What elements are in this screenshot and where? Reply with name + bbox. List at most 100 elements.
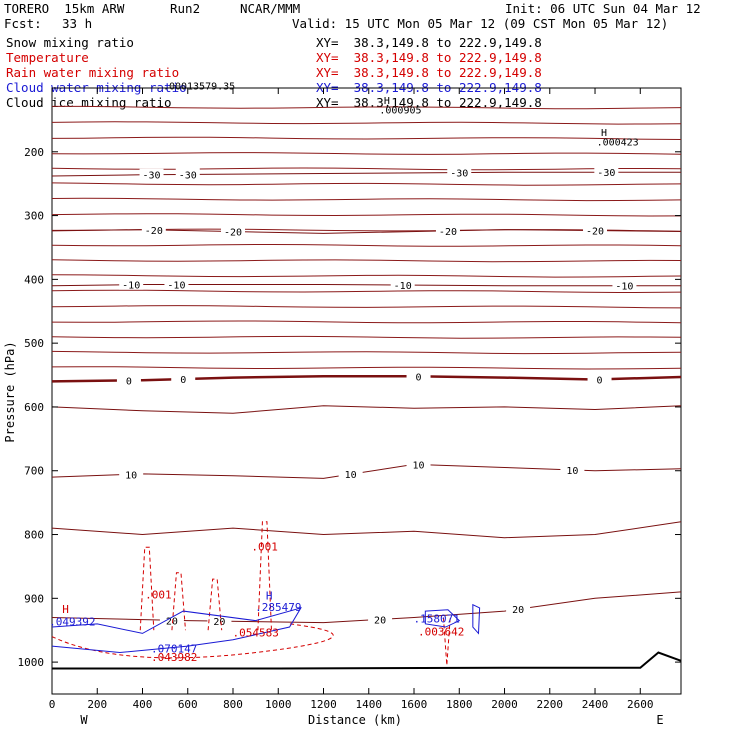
isotherm-label: -30 (143, 171, 161, 182)
cloud-water-high-marker: H (266, 590, 273, 603)
isotherm-label-bg (406, 458, 431, 470)
isotherm-line (51, 463, 682, 479)
x-tick-label: 1400 (356, 698, 383, 711)
snow-label: .000905 (379, 106, 421, 117)
y-tick-label: 1000 (18, 656, 45, 669)
isotherm-label-bg (435, 224, 460, 236)
isotherm-label: 10 (125, 470, 137, 481)
cloud-water-label: .158071 (413, 613, 459, 626)
isotherm-label-bg (560, 463, 585, 475)
isotherm-label-bg (116, 374, 141, 386)
org-label: NCAR/MMM (240, 1, 301, 16)
isotherm-label: -10 (167, 280, 185, 291)
isotherm-label-bg (119, 468, 144, 480)
isotherm-label: -20 (145, 226, 163, 237)
theta-isoline (51, 366, 682, 370)
field-label: Snow mixing ratio (6, 35, 134, 50)
model-title: TORERO 15km ARW (4, 1, 125, 16)
y-tick-label: 700 (24, 465, 44, 478)
theta-isoline (51, 289, 682, 294)
isotherm-line (51, 375, 682, 383)
rain-isoline (139, 546, 155, 631)
isotherm-label-bg (594, 166, 619, 178)
rain-high-marker: H (62, 603, 69, 616)
cloud-water-isoline (424, 609, 461, 628)
isotherm-label: 0 (180, 375, 186, 386)
y-tick-label: 500 (24, 337, 44, 350)
isotherm-label-bg (119, 278, 144, 290)
rain-label: .043982 (151, 651, 197, 664)
isotherm-line (51, 171, 681, 177)
x-tick-label: 2400 (582, 698, 609, 711)
theta-isoline (51, 152, 682, 155)
theta-isoline (51, 274, 682, 278)
isotherm-label-bg (175, 168, 200, 180)
x-tick-label: 1000 (265, 698, 292, 711)
isotherm-label: -20 (439, 227, 457, 238)
isotherm-label-bg (406, 370, 431, 382)
x-tick-label: 800 (223, 698, 243, 711)
fcst-label: Fcst: (4, 16, 42, 31)
cloud-water-label: .070147 (151, 643, 197, 656)
isotherm-label: 0 (416, 372, 422, 383)
rain-isoline (51, 623, 334, 659)
field-xy: XY= 38.3,149.8 to 222.9,149.8 (316, 35, 542, 50)
plot-frame (51, 87, 682, 695)
isotherm-label: -10 (615, 282, 633, 293)
x-tick-label: 2000 (491, 698, 518, 711)
rain-label: .003642 (418, 625, 464, 638)
isotherm-label-bg (338, 468, 363, 480)
isotherm-label-bg (221, 225, 246, 237)
fcst-value: 33 h (62, 16, 93, 31)
isotherm-label: -30 (179, 170, 197, 181)
rain-isoline (171, 572, 186, 631)
isotherm-label-bg (171, 373, 196, 385)
isotherm-label-bg (159, 614, 184, 626)
isotherm-label: 0 (126, 376, 132, 387)
isotherm-label: -10 (122, 281, 140, 292)
theta-isoline (51, 243, 682, 247)
rain-label: .001 (145, 588, 172, 601)
rain-label: .001 (251, 540, 278, 553)
snow-high-marker: H (384, 96, 390, 107)
theta-isoline (51, 259, 682, 263)
isotherm-label: 10 (566, 466, 578, 477)
isotherm-label: -30 (597, 168, 615, 179)
isotherm-line (51, 405, 682, 414)
field-xy: XY= 38.3,149.8 to 222.9,149.8 (316, 50, 542, 65)
x-axis-label: Distance (km) (308, 713, 402, 727)
isotherm-label: 10 (413, 461, 425, 472)
isotherm-label: 10 (345, 470, 357, 481)
snow-high-marker: H (601, 128, 607, 139)
cloud-water-isoline (472, 603, 481, 635)
y-tick-label: 400 (24, 273, 44, 286)
isotherm-line (51, 591, 682, 624)
theta-isoline (51, 305, 682, 309)
x-tick-label: 200 (87, 698, 107, 711)
x-tick-label: 1600 (401, 698, 428, 711)
isotherm-label-bg (139, 168, 164, 180)
isotherm-label-bg (368, 613, 393, 625)
y-tick-label: 900 (24, 592, 44, 605)
isotherm-label-bg (583, 224, 608, 236)
x-tick-label: 1800 (446, 698, 473, 711)
rain-label: .054583 (232, 627, 278, 640)
snow-label: .00013579.35 (163, 81, 235, 92)
isotherm-line (51, 521, 682, 539)
theta-isoline (51, 335, 682, 339)
isotherm-label-bg (587, 373, 612, 385)
x-tick-label: 2600 (627, 698, 654, 711)
theta-isoline (51, 197, 682, 202)
isotherm-label: 20 (374, 615, 386, 626)
cloud-water-label: .049392 (49, 616, 95, 629)
isotherm-label: 20 (213, 617, 225, 628)
isotherm-label-bg (506, 603, 531, 615)
valid-time: Valid: 15 UTC Mon 05 Mar 12 (09 CST Mon … (292, 16, 669, 31)
cloud-water-label: .285479 (255, 601, 301, 614)
terrain-line (52, 651, 682, 670)
y-tick-label: 300 (24, 210, 44, 223)
isotherm-label: 20 (512, 605, 524, 616)
y-tick-label: 600 (24, 401, 44, 414)
field-xy: XY= 38.3,149.8 to 222.9,149.8 (316, 95, 542, 110)
